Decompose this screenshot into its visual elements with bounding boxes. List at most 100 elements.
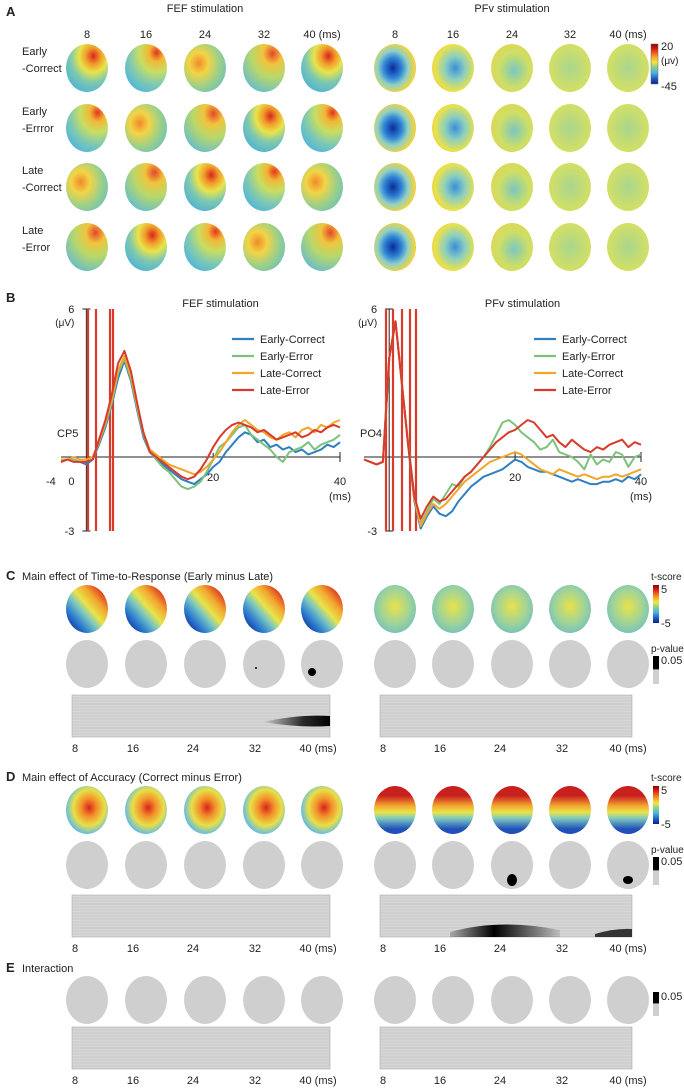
topomap-head [549, 163, 591, 211]
topomap-head [549, 223, 591, 271]
pmap-head [301, 841, 343, 889]
tscore-bar-c [653, 585, 659, 623]
topomap-head [607, 104, 649, 152]
pvalue-label-c: p-value [651, 644, 684, 655]
legend-label: Late-Correct [260, 368, 321, 380]
legend-label: Late-Correct [562, 368, 623, 380]
pmap-head [607, 841, 649, 889]
topomap-head [125, 104, 167, 152]
chart-title: FEF stimulation [182, 298, 258, 310]
erp-chart-fef: FEF stimulation 6 (μV) -3 CP5 -4 0 20 40 (ms) Earl… [46, 298, 351, 538]
pmap-head [66, 841, 108, 889]
topomap-head [125, 44, 167, 92]
tmap-head [607, 786, 649, 834]
pmap-head [125, 841, 167, 889]
legend-label: Late-Error [260, 385, 310, 397]
channel-label: CP5 [57, 428, 78, 440]
topomap-head [374, 163, 416, 211]
raster-sig [450, 924, 560, 937]
raster-tick: 16 [434, 1075, 446, 1087]
tmap-head [301, 786, 343, 834]
pmap-head [491, 841, 533, 889]
pmap-head [301, 976, 343, 1024]
raster-tick: 24 [494, 943, 506, 955]
topomap-head [374, 44, 416, 92]
topomap-head [432, 44, 474, 92]
raster-tick: 40 (ms) [299, 943, 336, 955]
x-tick-label-mid: 20 [509, 472, 521, 484]
topomap-head [374, 223, 416, 271]
tmap-head [549, 786, 591, 834]
raster-tick: 32 [249, 1075, 261, 1087]
tmap-head [432, 786, 474, 834]
tmap-head [301, 585, 343, 633]
pmap-head [549, 841, 591, 889]
pvalue-val-e: 0.05 [661, 991, 682, 1003]
x-tick-label-mid: 20 [207, 472, 219, 484]
legend-label: Early-Error [260, 351, 314, 363]
pmap-head [432, 841, 474, 889]
pmap-head [374, 640, 416, 688]
topomap-head [607, 223, 649, 271]
time-label-pfv: 8 [392, 29, 398, 41]
pmap-head [432, 976, 474, 1024]
tmap-head [184, 585, 226, 633]
tmap-head [66, 786, 108, 834]
tmap-head [491, 585, 533, 633]
topomap-head [184, 44, 226, 92]
time-label-pfv: 32 [564, 29, 576, 41]
pvalue-bar-e [653, 992, 659, 1016]
colorbar-unit-a: (μv) [661, 56, 678, 67]
topomap-head [184, 163, 226, 211]
raster-tick: 40 (ms) [299, 743, 336, 755]
pmap-sig-dot [255, 667, 257, 669]
time-label-fef: 8 [84, 29, 90, 41]
pmap-head [432, 640, 474, 688]
y-tick-label-bottom: -3 [65, 526, 75, 538]
tscore-max-d: 5 [661, 785, 667, 797]
raster-tick: 16 [127, 943, 139, 955]
raster-tick: 8 [72, 1075, 78, 1087]
raster-tick: 40 (ms) [299, 1075, 336, 1087]
pvalue-bar-d [653, 857, 659, 885]
topomap-head [301, 104, 343, 152]
pvalue-val-c: 0.05 [661, 655, 682, 667]
time-label-pfv: 16 [447, 29, 459, 41]
topomap-head [125, 163, 167, 211]
pmap-head [66, 976, 108, 1024]
y-axis-label: (μV) [358, 318, 377, 329]
panel-label-b: B [6, 290, 15, 305]
raster-tick: 24 [187, 943, 199, 955]
raster-tick: 8 [72, 943, 78, 955]
pmap-head [301, 640, 343, 688]
pvalue-val-d: 0.05 [661, 856, 682, 868]
legend-label: Early-Error [562, 351, 616, 363]
row-label-line2: -Errror [22, 123, 54, 135]
title-d: Main effect of Accuracy (Correct minus E… [22, 772, 242, 784]
raster-sig [262, 715, 330, 727]
topomap-head [607, 163, 649, 211]
row-label-line2: -Correct [22, 63, 62, 75]
pmap-sig-blob [507, 874, 517, 886]
topomap-head [184, 223, 226, 271]
raster-tick: 40 (ms) [609, 943, 646, 955]
tmap-head [432, 585, 474, 633]
static-layer: A FEF stimulation PFv stimulation 8 8 16 16 24 2… [6, 3, 684, 1087]
raster-tick: 24 [187, 743, 199, 755]
topomap-head [491, 104, 533, 152]
topomap-head [66, 223, 108, 271]
tmap-head [491, 786, 533, 834]
topomap-head [549, 44, 591, 92]
title-e: Interaction [22, 963, 73, 975]
topomap-head [491, 163, 533, 211]
row-label-line1: Early [22, 106, 48, 118]
time-label-fef: 40 (ms) [303, 29, 340, 41]
topomap-head [301, 44, 343, 92]
tscore-label-c: t-score [651, 572, 682, 583]
tmap-head [66, 585, 108, 633]
raster-e-fef [71, 1026, 331, 1070]
y-tick-label-top: 6 [68, 304, 74, 316]
topomap-head [549, 104, 591, 152]
pmap-head [607, 976, 649, 1024]
colorbar-max-a: 20 [661, 41, 673, 53]
